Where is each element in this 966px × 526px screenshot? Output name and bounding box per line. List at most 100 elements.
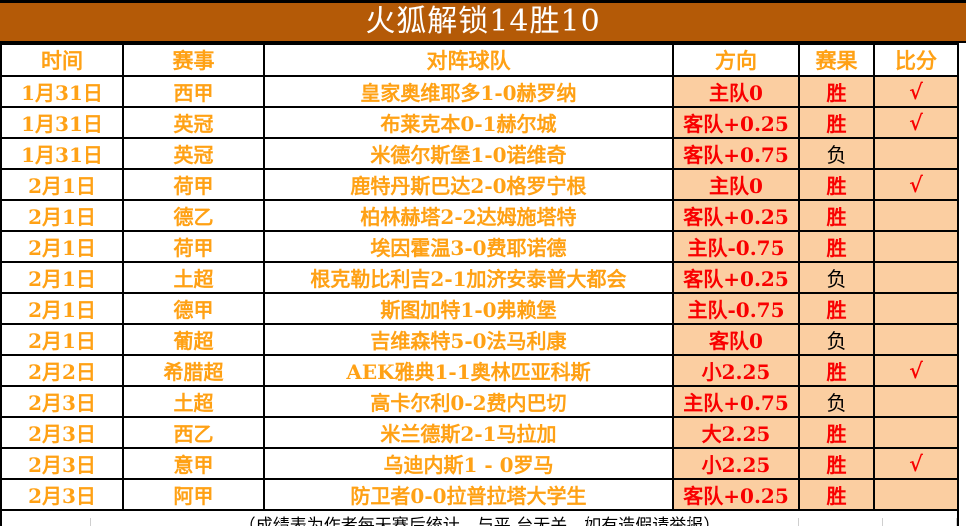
bet-result: 负 bbox=[798, 261, 875, 294]
exact-score-check: √ bbox=[873, 447, 959, 480]
match-league: 荷甲 bbox=[122, 230, 265, 263]
exact-score-check: √ bbox=[873, 354, 959, 387]
bet-result: 胜 bbox=[798, 292, 875, 325]
match-teams-score: 皇家奥维耶多1-0赫罗纳 bbox=[263, 75, 674, 108]
match-teams-score: 柏林赫塔2-2达姆施塔特 bbox=[263, 199, 674, 232]
table-row: 2月1日 葡超 吉维森特5-0法马利康 客队0 负 bbox=[0, 323, 959, 356]
match-date: 1月31日 bbox=[0, 137, 124, 170]
match-teams-score: 米德尔斯堡1-0诺维奇 bbox=[263, 137, 674, 170]
table-row: 2月3日 意甲 乌迪内斯1 - 0罗马 小2.25 胜 √ bbox=[0, 447, 959, 480]
match-teams-score: 鹿特丹斯巴达2-0格罗宁根 bbox=[263, 168, 674, 201]
exact-score-check: √ bbox=[873, 75, 959, 108]
match-date: 2月1日 bbox=[0, 323, 124, 356]
gridline bbox=[690, 518, 691, 526]
bet-result: 负 bbox=[798, 323, 875, 356]
bet-direction: 主队+0.75 bbox=[672, 385, 800, 418]
match-league: 意甲 bbox=[122, 447, 265, 480]
exact-score-check bbox=[873, 230, 959, 263]
match-date: 2月1日 bbox=[0, 199, 124, 232]
bet-direction: 小2.25 bbox=[672, 354, 800, 387]
table-row: 1月31日 英冠 布莱克本0-1赫尔城 客队+0.25 胜 √ bbox=[0, 106, 959, 139]
bet-result: 胜 bbox=[798, 447, 875, 480]
footer-note: （成绩表为作者每天赛后统计，与平.台无关，如有造假请举报） bbox=[0, 509, 959, 526]
bet-direction: 客队+0.25 bbox=[672, 478, 800, 511]
match-league: 英冠 bbox=[122, 106, 265, 139]
bet-direction: 客队+0.25 bbox=[672, 199, 800, 232]
match-teams-score: 斯图加特1-0弗赖堡 bbox=[263, 292, 674, 325]
match-league: 土超 bbox=[122, 261, 265, 294]
bet-result: 胜 bbox=[798, 199, 875, 232]
match-league: 德乙 bbox=[122, 199, 265, 232]
bet-direction: 客队+0.75 bbox=[672, 137, 800, 170]
bet-direction: 客队+0.25 bbox=[672, 261, 800, 294]
gridline bbox=[956, 518, 957, 526]
bet-direction: 主队0 bbox=[672, 168, 800, 201]
match-date: 2月1日 bbox=[0, 261, 124, 294]
exact-score-check bbox=[873, 137, 959, 170]
match-league: 西乙 bbox=[122, 416, 265, 449]
match-teams-score: 埃因霍温3-0费耶诺德 bbox=[263, 230, 674, 263]
gridline bbox=[280, 518, 281, 526]
table-row: 2月2日 希腊超 AEK雅典1-1奥林匹亚科斯 小2.25 胜 √ bbox=[0, 354, 959, 387]
bet-direction: 客队0 bbox=[672, 323, 800, 356]
exact-score-check bbox=[873, 385, 959, 418]
bet-result: 胜 bbox=[798, 230, 875, 263]
gridline bbox=[882, 518, 883, 526]
match-teams-score: 布莱克本0-1赫尔城 bbox=[263, 106, 674, 139]
bet-direction: 小2.25 bbox=[672, 447, 800, 480]
exact-score-check bbox=[873, 416, 959, 449]
match-teams-score: 吉维森特5-0法马利康 bbox=[263, 323, 674, 356]
bet-direction: 主队-0.75 bbox=[672, 230, 800, 263]
table-row: 2月1日 德乙 柏林赫塔2-2达姆施塔特 客队+0.25 胜 bbox=[0, 199, 959, 232]
match-date: 1月31日 bbox=[0, 75, 124, 108]
table-row: 2月3日 阿甲 防卫者0-0拉普拉塔大学生 客队+0.25 胜 bbox=[0, 478, 959, 511]
bet-result: 负 bbox=[798, 137, 875, 170]
col-header-direction: 方向 bbox=[672, 43, 800, 77]
col-header-matchup: 对阵球队 bbox=[263, 43, 674, 77]
footer-row: （成绩表为作者每天赛后统计，与平.台无关，如有造假请举报） bbox=[0, 509, 959, 526]
bet-direction: 主队-0.75 bbox=[672, 292, 800, 325]
exact-score-check bbox=[873, 292, 959, 325]
table-row: 2月3日 土超 高卡尔利0-2费内巴切 主队+0.75 负 bbox=[0, 385, 959, 418]
table-row: 2月1日 荷甲 鹿特丹斯巴达2-0格罗宁根 主队0 胜 √ bbox=[0, 168, 959, 201]
match-teams-score: AEK雅典1-1奥林匹亚科斯 bbox=[263, 354, 674, 387]
match-date: 2月3日 bbox=[0, 385, 124, 418]
title-bar: 火狐解锁14胜10 bbox=[0, 3, 966, 43]
table-row: 2月3日 西乙 米兰德斯2-1马拉加 大2.25 胜 bbox=[0, 416, 959, 449]
bet-result: 胜 bbox=[798, 416, 875, 449]
match-date: 2月3日 bbox=[0, 478, 124, 511]
match-league: 荷甲 bbox=[122, 168, 265, 201]
match-date: 2月1日 bbox=[0, 292, 124, 325]
match-date: 2月1日 bbox=[0, 168, 124, 201]
match-league: 希腊超 bbox=[122, 354, 265, 387]
match-league: 德甲 bbox=[122, 292, 265, 325]
col-header-league: 赛事 bbox=[122, 43, 265, 77]
match-teams-score: 乌迪内斯1 - 0罗马 bbox=[263, 447, 674, 480]
match-teams-score: 米兰德斯2-1马拉加 bbox=[263, 416, 674, 449]
match-teams-score: 防卫者0-0拉普拉塔大学生 bbox=[263, 478, 674, 511]
col-header-result: 赛果 bbox=[798, 43, 875, 77]
bet-result: 胜 bbox=[798, 106, 875, 139]
bet-result: 胜 bbox=[798, 75, 875, 108]
match-date: 2月3日 bbox=[0, 416, 124, 449]
table-row: 2月1日 德甲 斯图加特1-0弗赖堡 主队-0.75 胜 bbox=[0, 292, 959, 325]
bet-result: 胜 bbox=[798, 354, 875, 387]
exact-score-check bbox=[873, 199, 959, 232]
page-title: 火狐解锁14胜10 bbox=[365, 4, 601, 39]
match-date: 2月2日 bbox=[0, 354, 124, 387]
match-teams-score: 根克勒比利吉2-1加济安泰普大都会 bbox=[263, 261, 674, 294]
exact-score-check: √ bbox=[873, 168, 959, 201]
bet-result: 胜 bbox=[798, 168, 875, 201]
exact-score-check: √ bbox=[873, 106, 959, 139]
match-league: 阿甲 bbox=[122, 478, 265, 511]
table-row: 2月1日 荷甲 埃因霍温3-0费耶诺德 主队-0.75 胜 bbox=[0, 230, 959, 263]
table-row: 2月1日 土超 根克勒比利吉2-1加济安泰普大都会 客队+0.25 负 bbox=[0, 261, 959, 294]
exact-score-check bbox=[873, 261, 959, 294]
match-league: 西甲 bbox=[122, 75, 265, 108]
gridline bbox=[798, 518, 799, 526]
table-row: 1月31日 西甲 皇家奥维耶多1-0赫罗纳 主队0 胜 √ bbox=[0, 75, 959, 108]
gridline bbox=[588, 518, 589, 526]
table-row: 1月31日 英冠 米德尔斯堡1-0诺维奇 客队+0.75 负 bbox=[0, 137, 959, 170]
match-date: 2月3日 bbox=[0, 447, 124, 480]
